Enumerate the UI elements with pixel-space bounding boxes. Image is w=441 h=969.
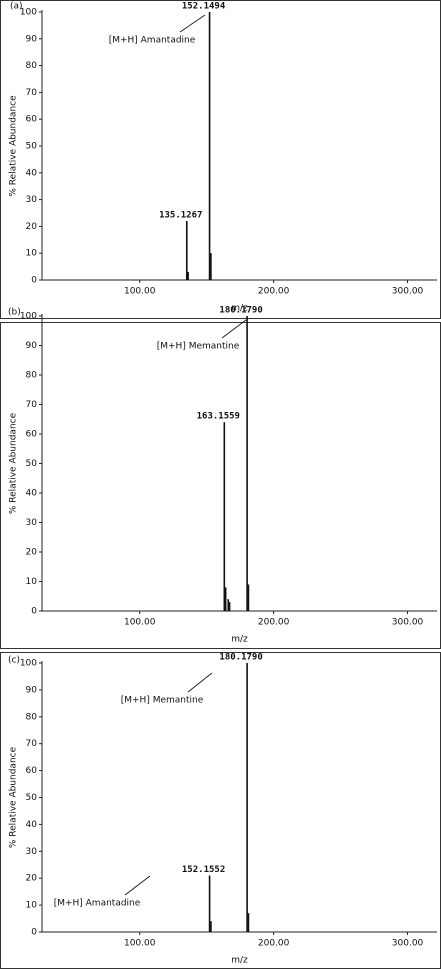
y-axis-label: % Relative Abundance bbox=[9, 95, 19, 197]
y-tick-label: 50 bbox=[26, 793, 38, 803]
x-tick-label: 300.00 bbox=[392, 287, 424, 297]
x-tick-label: 200.00 bbox=[258, 618, 290, 628]
y-tick-label: 100 bbox=[20, 312, 37, 322]
y-tick-label: 70 bbox=[26, 400, 38, 410]
annotation: [M+H] Memantine bbox=[157, 342, 240, 352]
x-tick-label: 300.00 bbox=[392, 939, 424, 949]
y-tick-label: 10 bbox=[26, 577, 38, 587]
y-tick-label: 20 bbox=[26, 874, 38, 884]
peak-label: 163.1559 bbox=[197, 412, 240, 422]
peak-label: 180.1790 bbox=[219, 306, 262, 316]
y-axis-label: % Relative Abundance bbox=[9, 412, 19, 514]
y-tick-label: 90 bbox=[26, 685, 38, 695]
annotation-arrow bbox=[179, 14, 206, 33]
panel-frame bbox=[0, 652, 441, 969]
panel-frame bbox=[0, 322, 441, 649]
y-tick-label: 80 bbox=[26, 712, 38, 722]
y-tick-label: 60 bbox=[26, 115, 38, 125]
y-tick-label: 70 bbox=[26, 88, 38, 98]
y-tick-label: 100 bbox=[20, 659, 37, 669]
y-tick-label: 0 bbox=[31, 928, 37, 938]
peak-label: 152.1552 bbox=[182, 865, 225, 875]
x-tick-label: 200.00 bbox=[258, 287, 290, 297]
x-axis-label: m/z bbox=[231, 304, 248, 314]
annotation: [M+H] Amantadine bbox=[54, 899, 141, 909]
x-tick-label: 300.00 bbox=[392, 618, 424, 628]
annotation-arrow bbox=[187, 672, 213, 693]
y-axis-label: % Relative Abundance bbox=[9, 746, 19, 848]
x-axis-label: m/z bbox=[231, 635, 248, 645]
y-tick-label: 60 bbox=[26, 766, 38, 776]
y-tick-label: 30 bbox=[26, 518, 38, 528]
y-tick-label: 80 bbox=[26, 61, 38, 71]
annotation-arrow bbox=[124, 875, 151, 896]
y-tick-label: 30 bbox=[26, 847, 38, 857]
x-tick-label: 100.00 bbox=[124, 618, 156, 628]
y-tick-label: 10 bbox=[26, 249, 38, 259]
y-tick-label: 70 bbox=[26, 739, 38, 749]
x-tick-label: 200.00 bbox=[258, 939, 290, 949]
panel-label: (b) bbox=[8, 308, 21, 318]
x-tick-label: 100.00 bbox=[124, 939, 156, 949]
y-tick-label: 0 bbox=[31, 607, 37, 617]
y-tick-label: 40 bbox=[26, 168, 38, 178]
annotation: [M+H] Memantine bbox=[121, 696, 204, 706]
x-axis-label: m/z bbox=[231, 956, 248, 966]
y-tick-label: 90 bbox=[26, 341, 38, 351]
y-tick-label: 60 bbox=[26, 430, 38, 440]
y-tick-label: 90 bbox=[26, 34, 38, 44]
y-tick-label: 40 bbox=[26, 489, 38, 499]
y-tick-label: 20 bbox=[26, 548, 38, 558]
y-tick-label: 80 bbox=[26, 371, 38, 381]
y-tick-label: 40 bbox=[26, 820, 38, 830]
y-tick-label: 0 bbox=[31, 276, 37, 286]
y-tick-label: 50 bbox=[26, 142, 38, 152]
annotation-arrow bbox=[221, 319, 247, 339]
peak-label: 152.1494 bbox=[182, 2, 226, 12]
x-tick-label: 100.00 bbox=[124, 287, 156, 297]
y-tick-label: 100 bbox=[20, 8, 37, 18]
panel-label: (a) bbox=[10, 2, 23, 12]
annotation: [M+H] Amantadine bbox=[109, 36, 196, 46]
y-tick-label: 50 bbox=[26, 459, 38, 469]
y-tick-label: 30 bbox=[26, 195, 38, 205]
panel-frame bbox=[0, 0, 441, 319]
peak-label: 180.1790 bbox=[219, 653, 262, 663]
y-tick-label: 20 bbox=[26, 222, 38, 232]
panel-label: (c) bbox=[8, 656, 20, 666]
peak-label: 135.1267 bbox=[159, 211, 202, 221]
y-tick-label: 10 bbox=[26, 901, 38, 911]
